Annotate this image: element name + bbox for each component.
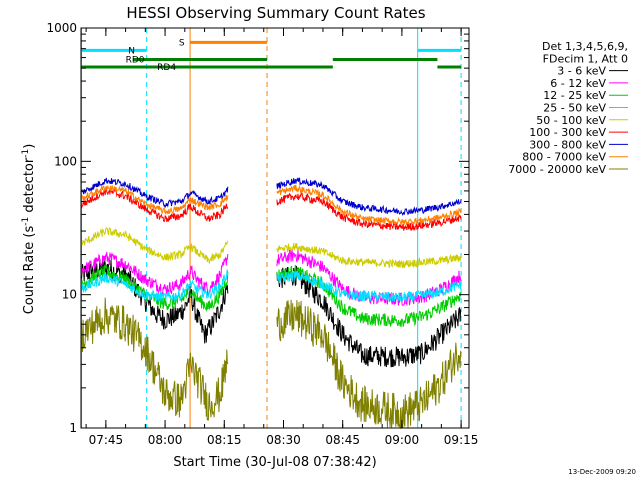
legend-label: 12 - 25 keV (543, 89, 606, 102)
series-line (276, 191, 462, 232)
y-tick-label: 100 (54, 154, 77, 168)
series-4 (80, 227, 462, 269)
series-7 (80, 184, 462, 226)
series-line (80, 269, 229, 303)
legend-header: FDecim 1, Att 0 (543, 52, 628, 65)
flag-label: RD0 (126, 56, 145, 66)
series-8 (80, 297, 462, 430)
x-tick-label: 08:00 (148, 433, 183, 447)
legend: Det 1,3,4,5,6,9,FDecim 1, Att 03 - 6 keV… (508, 40, 628, 176)
legend-label: 25 - 50 keV (543, 102, 606, 115)
series-line (80, 297, 229, 422)
legend-label: 300 - 800 keV (529, 138, 606, 151)
legend-label: 100 - 300 keV (529, 126, 606, 139)
x-tick-label: 08:30 (266, 433, 301, 447)
series-line (80, 251, 229, 297)
legend-label: 50 - 100 keV (536, 114, 606, 127)
axes: 07:45 08:00 08:15 08:30 08:45 09:00 09:15 1 10 10… (46, 21, 478, 447)
x-tick-label: 08:45 (325, 433, 360, 447)
series-line (276, 242, 462, 269)
footer-timestamp: 13-Dec-2009 09:20 (568, 468, 636, 476)
legend-label: 800 - 7000 keV (522, 151, 606, 164)
legend-label: 7000 - 20000 keV (508, 163, 606, 176)
series-line (80, 264, 229, 312)
y-tick-label: 1000 (46, 21, 77, 35)
plot-area: N S RD0 RD4 (80, 28, 462, 430)
series-line (80, 227, 229, 264)
x-tick-label: 08:15 (207, 433, 242, 447)
flag-label: S (179, 38, 185, 48)
y-axis-label: Count Rate (s-1 detector-1) (21, 144, 37, 315)
plot-frame (80, 27, 470, 429)
x-tick-label: 09:15 (444, 433, 479, 447)
legend-header: Det 1,3,4,5,6,9, (542, 40, 628, 53)
series-3 (80, 269, 462, 303)
series-line (80, 177, 229, 209)
flag-label: RD4 (157, 63, 176, 73)
series-line (276, 177, 462, 217)
series-line (80, 185, 229, 215)
y-tick-label: 10 (62, 288, 77, 302)
series-line (80, 187, 229, 223)
series-6 (80, 177, 462, 217)
x-tick-label: 09:00 (385, 433, 420, 447)
x-tick-label: 07:45 (89, 433, 124, 447)
series-line (276, 184, 462, 226)
legend-label: 3 - 6 keV (557, 65, 606, 78)
series-line (80, 258, 229, 344)
series-line (276, 270, 462, 302)
flag-label: N (128, 46, 135, 56)
series-line (276, 299, 462, 430)
y-tick-label: 1 (69, 421, 77, 435)
x-axis-label: Start Time (30-Jul-08 07:38:42) (173, 455, 376, 470)
legend-label: 6 - 12 keV (550, 77, 606, 90)
chart-title: HESSI Observing Summary Count Rates (126, 4, 425, 22)
